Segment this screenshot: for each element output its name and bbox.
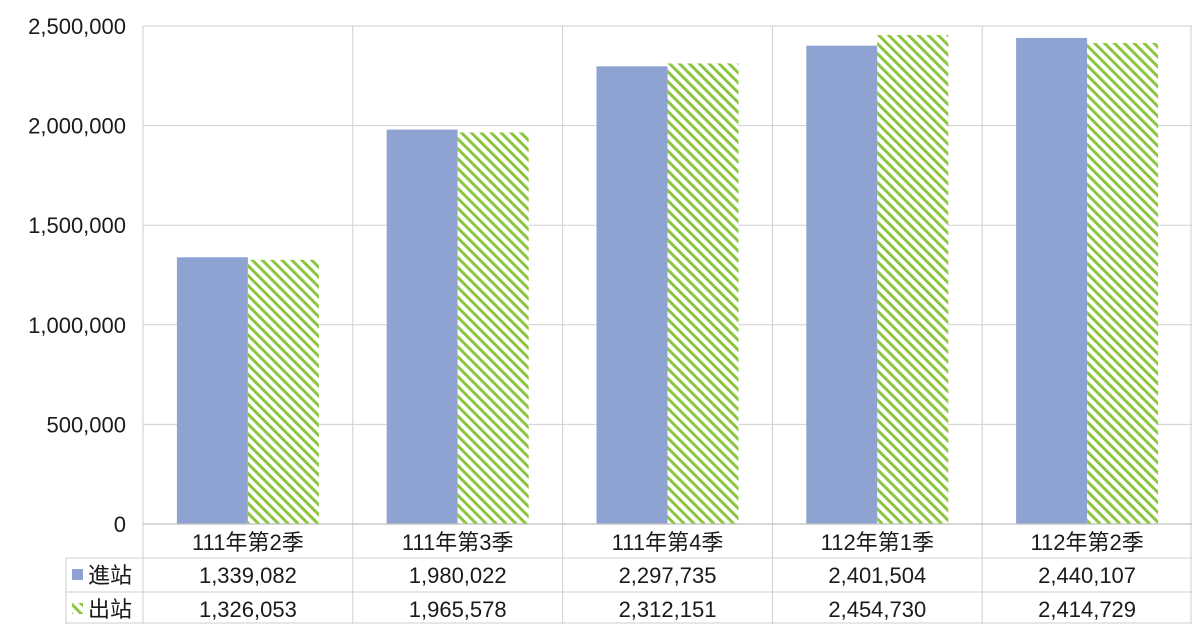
legend-key-exit	[72, 603, 83, 614]
data-table-cell: 2,454,730	[828, 597, 926, 622]
legend-key-entry	[72, 569, 83, 580]
data-table-cell: 2,414,729	[1038, 597, 1136, 622]
y-tick-label: 1,500,000	[28, 213, 126, 238]
bar-entry	[596, 66, 668, 524]
y-tick-label: 2,000,000	[28, 114, 126, 139]
bar-exit	[457, 132, 529, 525]
bar-exit	[877, 35, 949, 524]
data-table-cell: 1,965,578	[409, 597, 507, 622]
bar-exit	[667, 63, 739, 524]
y-tick-label: 0	[114, 512, 126, 537]
data-table-cell: 2,312,151	[619, 597, 717, 622]
bar-exit	[1087, 42, 1159, 524]
y-tick-label: 2,500,000	[28, 14, 126, 39]
category-label: 112年第2季	[1030, 530, 1143, 555]
data-table-cell: 1,326,053	[199, 597, 297, 622]
y-tick-label: 1,000,000	[28, 313, 126, 338]
legend-label-exit: 出站	[88, 597, 132, 622]
bar-entry	[1016, 37, 1088, 524]
data-table-cell: 2,440,107	[1038, 563, 1136, 588]
data-table-cell: 1,980,022	[409, 563, 507, 588]
data-table-cell: 2,297,735	[619, 563, 717, 588]
category-label: 112年第1季	[821, 530, 934, 555]
data-table-cell: 1,339,082	[199, 563, 297, 588]
bar-entry	[386, 129, 458, 524]
bar-exit	[247, 259, 319, 524]
y-tick-label: 500,000	[46, 412, 126, 437]
data-table-cell: 2,401,504	[828, 563, 926, 588]
bar-entry	[806, 45, 878, 525]
category-label: 111年第4季	[612, 530, 724, 555]
bar-entry	[176, 257, 248, 524]
category-label: 111年第2季	[192, 530, 304, 555]
category-label: 111年第3季	[402, 530, 514, 555]
legend-label-entry: 進站	[88, 563, 132, 588]
